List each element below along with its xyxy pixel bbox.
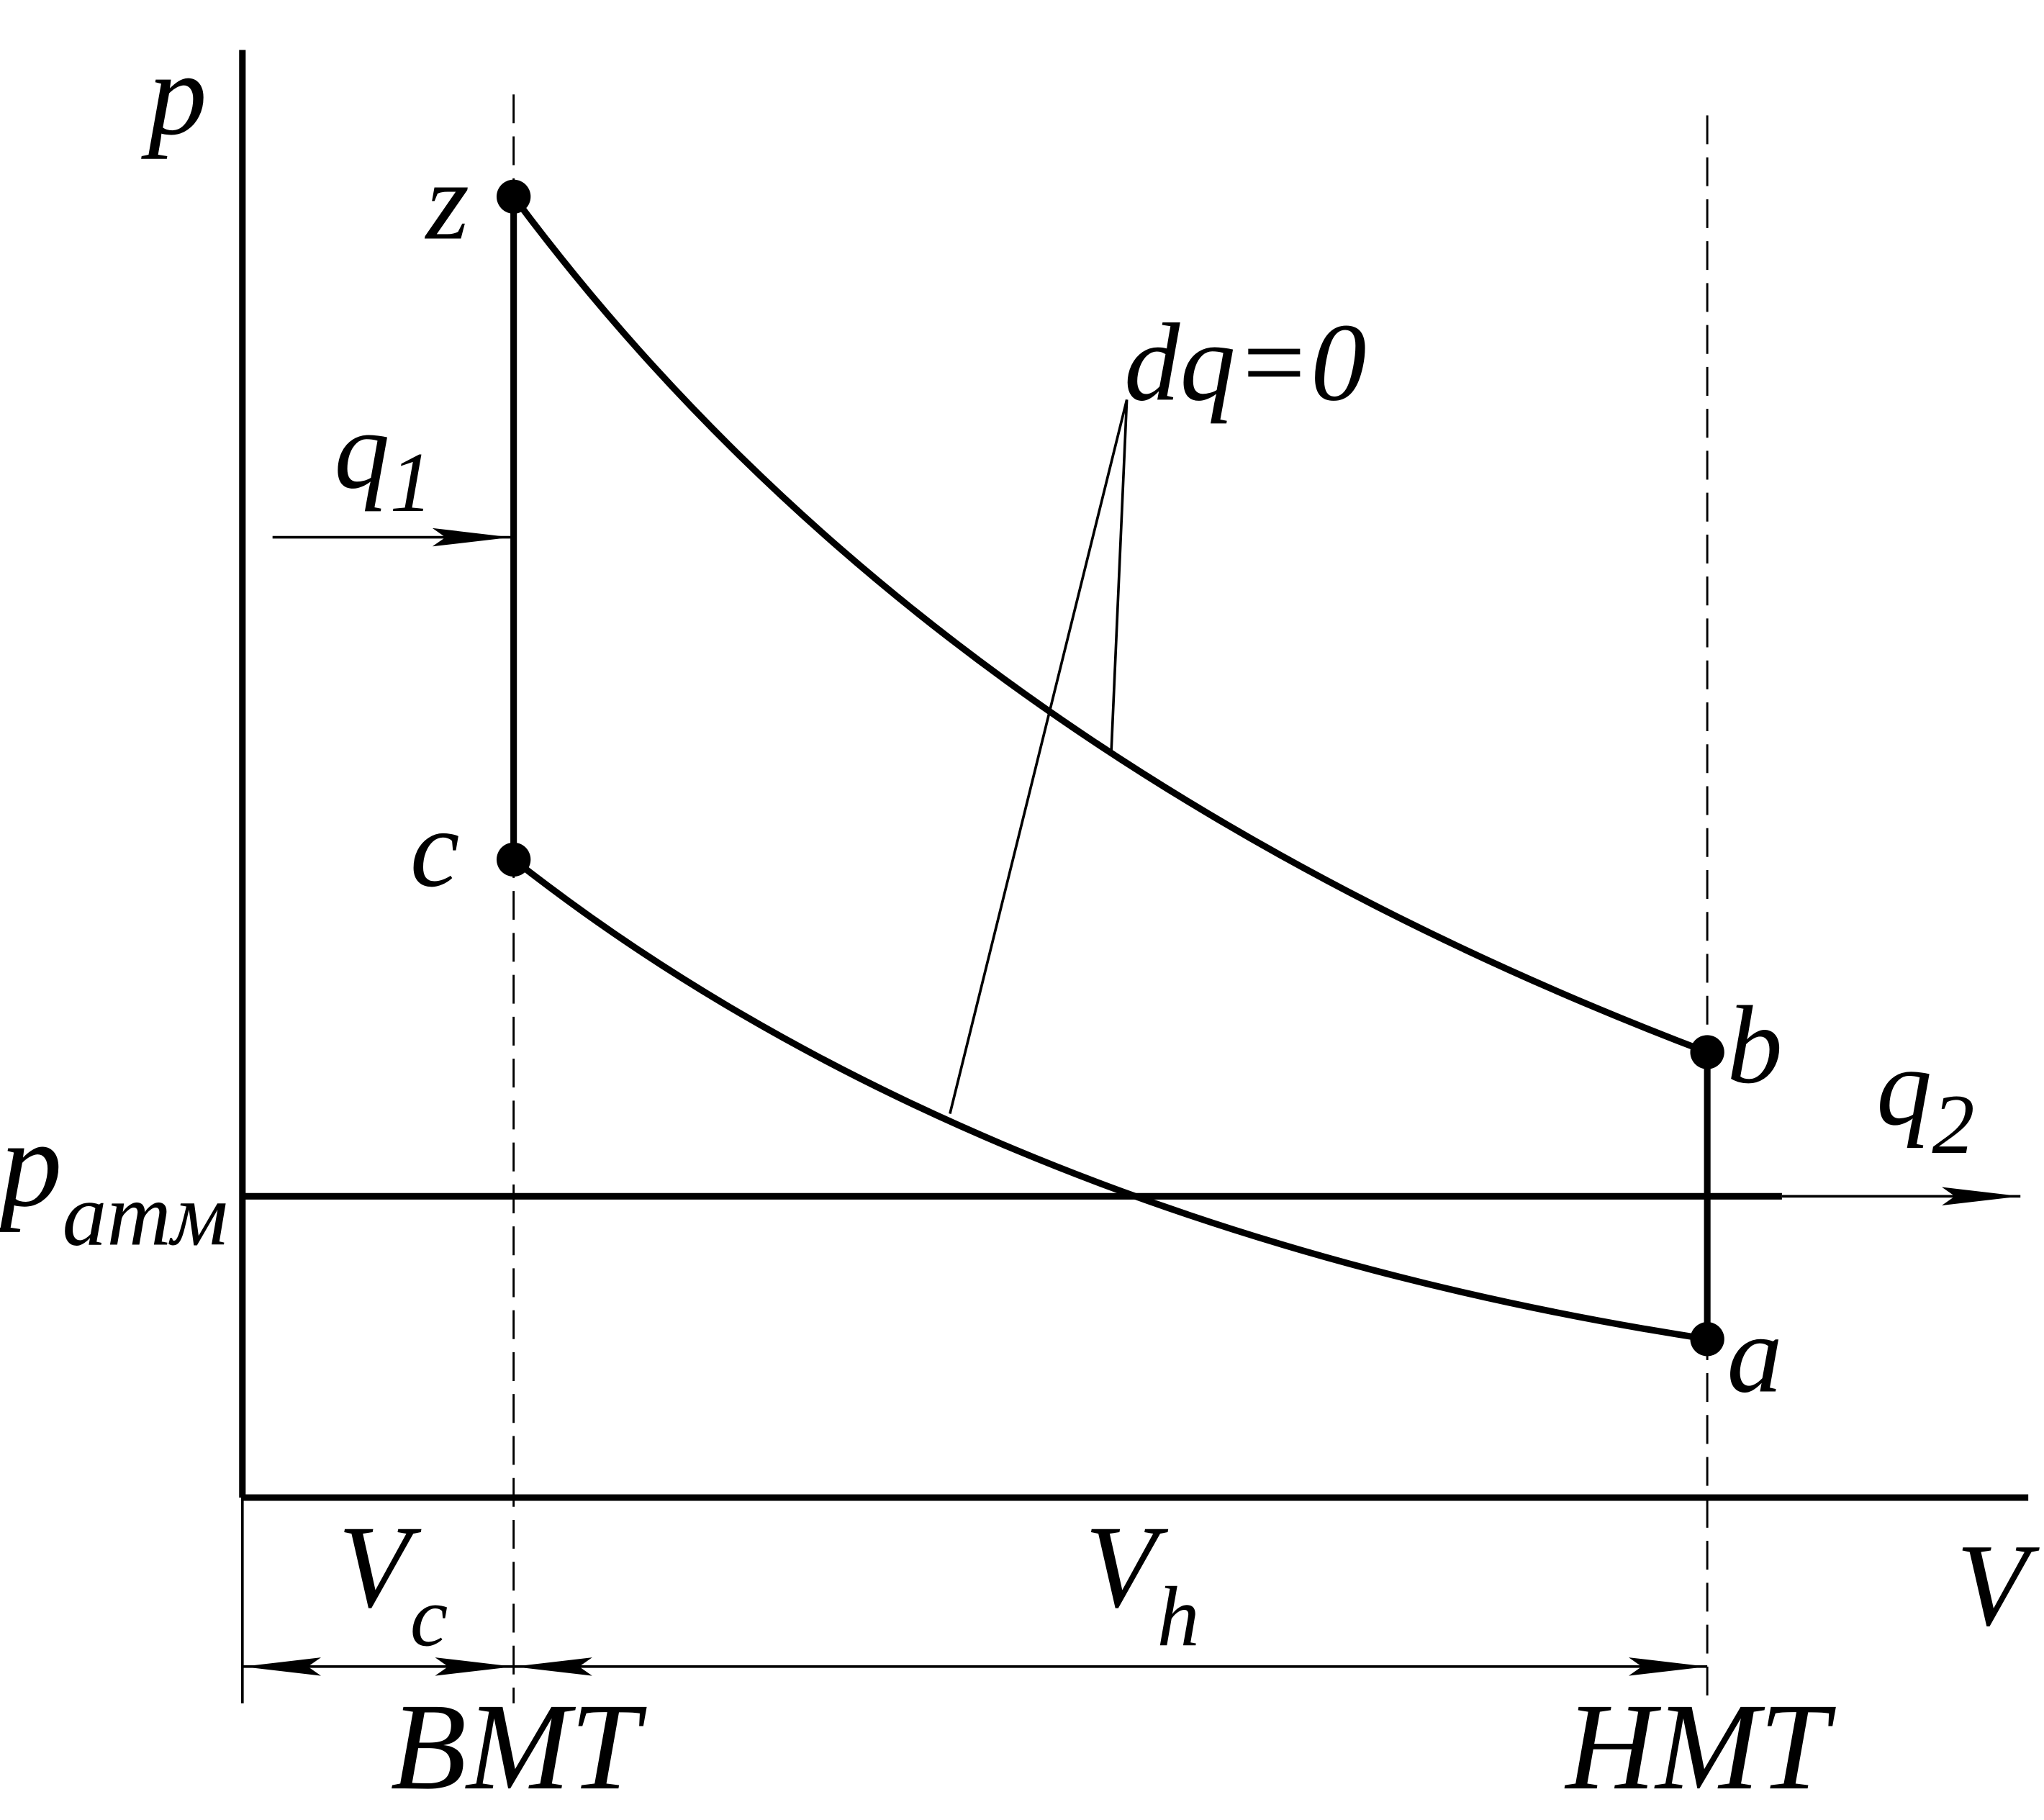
label-a: a	[1727, 1293, 1782, 1416]
point-b	[1690, 1035, 1724, 1069]
vc-sub: c	[410, 1570, 448, 1665]
q2-sub: 2	[1932, 1077, 1974, 1172]
q1-sub: 1	[390, 435, 433, 530]
patm-base: p	[0, 1095, 62, 1233]
tdc-label: ВМТ	[391, 1678, 648, 1816]
point-c	[496, 842, 531, 877]
x-axis-label: V	[1956, 1521, 2040, 1651]
label-c: c	[410, 787, 460, 910]
adiabat-label: dq=0	[1124, 301, 1367, 424]
expansion-curve	[510, 194, 1709, 1056]
vh-label: Vh	[1085, 1502, 1199, 1665]
patm-sub: атм	[62, 1166, 227, 1264]
vc-label: Vc	[338, 1502, 448, 1665]
leader	[949, 399, 1129, 1115]
q2-base: q	[1876, 1026, 1932, 1149]
compression-curve	[511, 856, 1708, 1343]
q1-base: q	[334, 389, 389, 512]
vh-base: V	[1085, 1502, 1168, 1632]
point-a	[1690, 1322, 1724, 1357]
label-z: z	[425, 140, 469, 263]
point-z	[496, 179, 531, 214]
q1-label: q1	[334, 389, 433, 530]
vc-base: V	[338, 1502, 422, 1632]
vh-sub: h	[1157, 1570, 1199, 1665]
bdc-label: НМТ	[1565, 1678, 1837, 1816]
y-axis-label: p	[141, 30, 207, 160]
q2-label: q2	[1876, 1026, 1975, 1172]
label-b: b	[1727, 984, 1782, 1107]
patm-label: pатм	[0, 1095, 228, 1264]
